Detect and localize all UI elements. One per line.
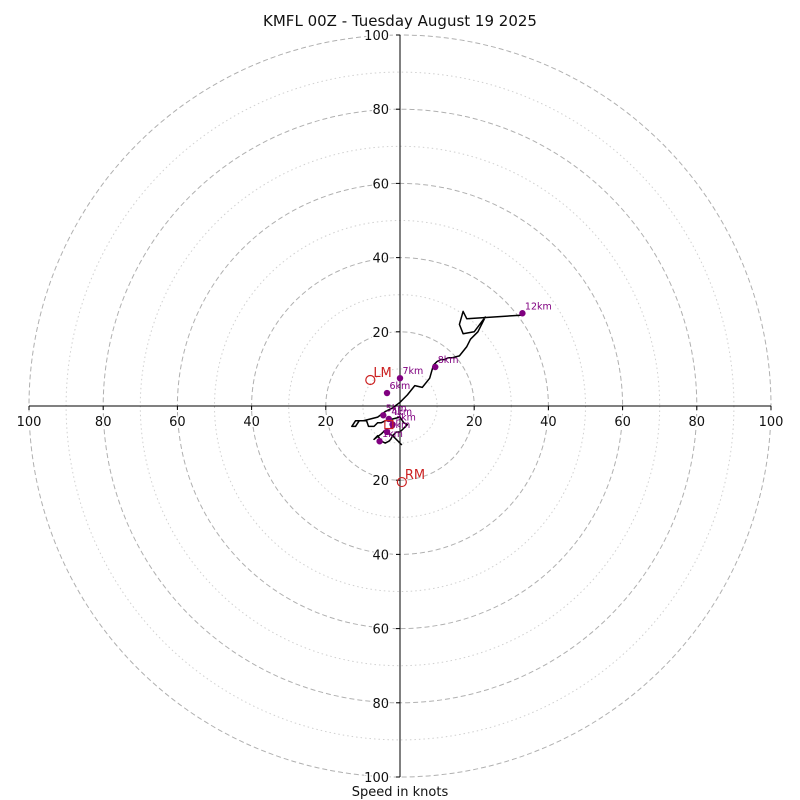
x-axis-label: Speed in knots	[352, 785, 449, 800]
tick-label-left-80: 80	[95, 415, 112, 430]
tick-labels: 20 20 20 20 40 40 40 40 60 60 60 60 80 80 80 80 100 100 10…	[15, 28, 785, 788]
height-marker-2km	[383, 428, 391, 436]
height-marker-8km	[432, 363, 439, 371]
tick-label-right-20: 20	[466, 415, 483, 430]
tick-label-top-100: 100	[364, 29, 389, 44]
height-marker-7km	[396, 374, 404, 382]
storm-motion-marker-rm	[396, 476, 407, 488]
tick-label-right-60: 60	[614, 415, 631, 430]
storm-motion-group: LM RM	[365, 366, 425, 488]
tick-label-bottom-40: 40	[372, 548, 389, 563]
tick-label-bottom-100: 100	[364, 771, 389, 786]
mean-wind-marker	[384, 419, 394, 430]
height-marker-12km	[519, 310, 526, 317]
tick-label-right-40: 40	[540, 415, 557, 430]
chart-title: KMFL 00Z - Tuesday August 19 2025	[263, 12, 537, 30]
height-marker-1km	[376, 438, 383, 445]
height-label-2km: 2km	[390, 420, 411, 431]
height-label-3km: 3km	[395, 413, 416, 424]
tick-label-left-100: 100	[17, 415, 42, 430]
tick-label-bottom-60: 60	[372, 623, 389, 638]
height-label-8km: 8km	[438, 355, 459, 366]
axes	[29, 35, 771, 777]
storm-motion-label-lm: LM	[373, 366, 391, 381]
height-label-5km: 5km	[386, 403, 407, 414]
height-label-12km: 12km	[525, 301, 552, 312]
height-label-1km: 1km	[382, 429, 403, 440]
tick-label-bottom-20: 20	[372, 474, 389, 489]
tick-label-top-60: 60	[372, 177, 389, 192]
tick-label-top-40: 40	[372, 252, 389, 267]
storm-motion-marker-lm	[365, 374, 376, 386]
height-label-6km: 6km	[390, 381, 411, 392]
tick-label-right-80: 80	[689, 415, 706, 430]
tick-label-left-40: 40	[243, 415, 260, 430]
tick-label-left-20: 20	[318, 415, 335, 430]
height-marker-6km	[383, 389, 391, 397]
tick-label-top-80: 80	[372, 103, 389, 118]
tick-label-bottom-80: 80	[372, 697, 389, 712]
height-marker-5km	[380, 412, 387, 419]
storm-motion-label-rm: RM	[405, 468, 425, 483]
tick-label-top-20: 20	[372, 326, 389, 341]
tick-label-left-60: 60	[169, 415, 186, 430]
height-label-4km: 4km	[391, 407, 412, 418]
height-label-7km: 7km	[403, 366, 424, 377]
tick-label-right-100: 100	[759, 415, 784, 430]
